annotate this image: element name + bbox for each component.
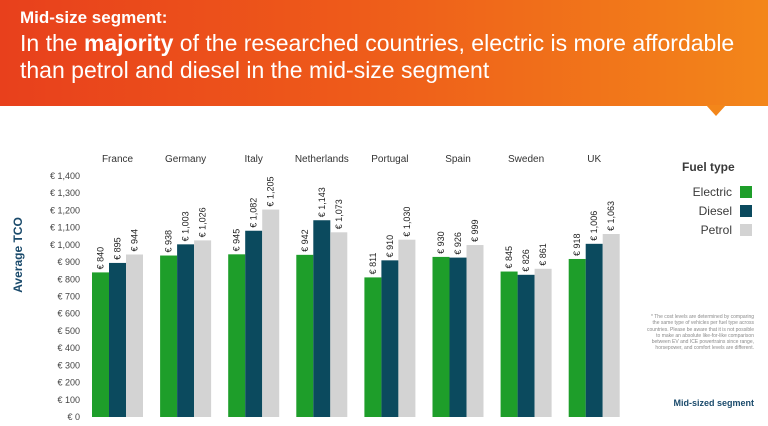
data-label: € 1,003 <box>181 211 191 241</box>
data-label: € 942 <box>300 229 310 252</box>
category-label: Germany <box>165 154 206 165</box>
category-label: UK <box>587 154 601 165</box>
bar-electric <box>296 254 314 417</box>
data-label: € 1,026 <box>198 207 208 237</box>
legend-swatch-diesel <box>740 204 752 217</box>
data-label: € 944 <box>130 229 140 252</box>
bar-petrol <box>194 240 212 417</box>
segment-label: Mid-sized segment <box>673 398 754 408</box>
bar-petrol <box>398 239 416 417</box>
title-emphasis: majority <box>83 30 174 56</box>
y-tick-label: € 200 <box>57 378 80 388</box>
data-label: € 1,073 <box>334 199 344 229</box>
data-label: € 1,063 <box>606 201 616 231</box>
bar-petrol <box>602 234 620 417</box>
legend-swatch-electric <box>740 185 752 198</box>
y-tick-label: € 1,300 <box>50 188 80 198</box>
category-label: Spain <box>445 154 471 165</box>
y-tick-label: € 1,000 <box>50 240 80 250</box>
y-axis-title: Average TCO <box>11 217 25 293</box>
title-part-2: of the researched countries, electric is… <box>20 30 735 83</box>
data-label: € 861 <box>538 243 548 266</box>
y-tick-label: € 900 <box>57 257 80 267</box>
data-label: € 945 <box>232 229 242 252</box>
bar-electric <box>364 277 382 417</box>
header-banner <box>0 0 768 106</box>
bar-electric <box>228 254 246 417</box>
legend-label-electric: Electric <box>692 184 732 199</box>
bar-diesel <box>177 244 195 417</box>
legend-item-petrol: Petrol <box>662 220 762 239</box>
y-tick-label: € 300 <box>57 360 80 370</box>
category-label: France <box>102 154 134 165</box>
bar-diesel <box>381 260 399 417</box>
data-label: € 840 <box>96 247 106 270</box>
data-label: € 918 <box>572 233 582 256</box>
legend-label-petrol: Petrol <box>700 222 732 237</box>
data-label: € 1,143 <box>317 187 327 217</box>
bar-electric <box>500 271 518 417</box>
bar-petrol <box>262 209 280 417</box>
legend-swatch-petrol <box>740 223 752 236</box>
title-part-1: In the <box>20 30 84 56</box>
category-label: Italy <box>245 154 263 165</box>
bar-petrol <box>466 245 484 417</box>
bar-electric <box>160 255 178 417</box>
data-label: € 811 <box>368 253 378 275</box>
y-tick-label: € 400 <box>57 343 80 353</box>
data-label: € 826 <box>521 249 531 272</box>
data-label: € 1,205 <box>266 177 276 207</box>
category-label: Portugal <box>371 154 408 165</box>
footnote: * The cost levels are determined by comp… <box>646 314 754 352</box>
legend-item-electric: Electric <box>662 182 762 201</box>
data-label: € 938 <box>164 230 174 253</box>
bar-electric <box>432 256 450 417</box>
page-subtitle: Mid-size segment: <box>20 8 168 27</box>
y-tick-label: € 700 <box>57 292 80 302</box>
banner-pointer <box>706 105 726 116</box>
data-label: € 1,006 <box>589 211 599 241</box>
bar-electric <box>92 272 109 417</box>
data-label: € 999 <box>470 219 480 242</box>
data-label: € 845 <box>504 246 514 269</box>
bar-electric <box>568 258 586 417</box>
bar-diesel <box>109 262 126 417</box>
legend-title: Fuel type <box>682 160 735 174</box>
data-label: € 895 <box>113 237 123 260</box>
y-tick-label: € 600 <box>57 309 80 319</box>
data-label: € 926 <box>453 232 463 255</box>
page-title: In the majority of the researched countr… <box>20 30 740 84</box>
y-tick-label: € 1,200 <box>50 205 80 215</box>
bar-diesel <box>585 243 603 417</box>
data-label: € 930 <box>436 231 446 254</box>
data-label: € 1,082 <box>249 198 259 228</box>
legend: Fuel type Electric Diesel Petrol <box>662 160 762 239</box>
bar-diesel <box>245 230 263 417</box>
bar-diesel <box>313 220 331 417</box>
bar-petrol <box>126 254 143 417</box>
y-tick-label: € 800 <box>57 274 80 284</box>
y-tick-label: € 1,400 <box>50 171 80 181</box>
bar-diesel <box>449 257 467 417</box>
data-label: € 1,030 <box>402 207 412 237</box>
category-label: Netherlands <box>295 154 349 165</box>
legend-label-diesel: Diesel <box>698 203 732 218</box>
bar-diesel <box>517 274 535 417</box>
y-tick-label: € 0 <box>67 412 80 422</box>
y-tick-label: € 100 <box>57 395 80 405</box>
bar-petrol <box>330 232 348 417</box>
y-tick-label: € 500 <box>57 326 80 336</box>
legend-item-diesel: Diesel <box>662 201 762 220</box>
y-tick-label: € 1,100 <box>50 223 80 233</box>
category-label: Sweden <box>508 154 544 165</box>
data-label: € 910 <box>385 235 395 258</box>
bar-petrol <box>534 268 552 417</box>
